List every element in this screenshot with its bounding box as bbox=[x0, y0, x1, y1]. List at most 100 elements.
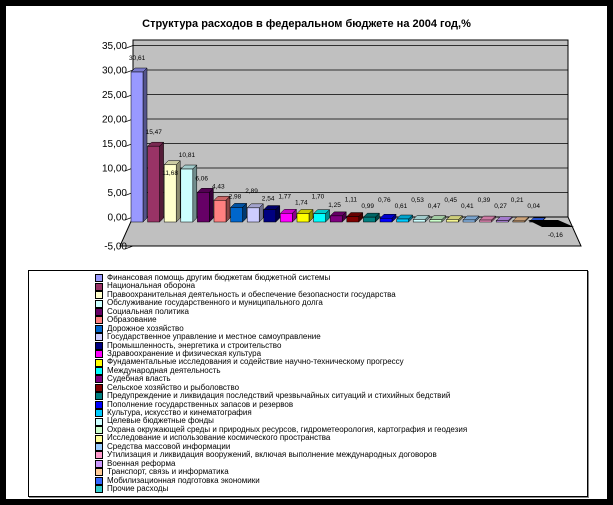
bar-6 bbox=[229, 202, 248, 223]
legend-label: Социальная политика bbox=[107, 306, 189, 316]
bar-front-face bbox=[429, 219, 443, 223]
bar-value-label: 1,74 bbox=[295, 199, 308, 206]
legend-item: Мобилизационная подготовка экономики bbox=[95, 475, 587, 485]
bar-value-label: 0,47 bbox=[428, 203, 441, 210]
bar-front-face bbox=[263, 209, 277, 223]
bar-value-label: 1,70 bbox=[312, 194, 325, 201]
bar-4 bbox=[196, 187, 215, 223]
bar-front-face bbox=[346, 216, 360, 223]
bar-front-face bbox=[412, 219, 426, 223]
y-axis-tick bbox=[124, 69, 134, 74]
legend-label: Утилизация и ликвидация вооружений, вклю… bbox=[107, 450, 437, 460]
legend-color-swatch bbox=[95, 341, 103, 350]
bar-21 bbox=[478, 215, 497, 223]
legend-item: Финансовая помощь другим бюджетам бюджет… bbox=[95, 273, 587, 283]
bar-value-label: 0,99 bbox=[361, 203, 374, 210]
y-axis-label: 35,00 bbox=[102, 41, 127, 52]
legend-label: Предупреждение и ликвидация последствий … bbox=[107, 391, 451, 401]
bar-front-face bbox=[313, 213, 326, 223]
y-axis-label: 15,00 bbox=[102, 139, 127, 150]
legend-label: Промышленность, энергетика и строительст… bbox=[107, 340, 282, 350]
legend-color-swatch bbox=[95, 274, 103, 283]
legend-color-swatch bbox=[95, 383, 103, 392]
y-axis-label: 10,00 bbox=[102, 164, 127, 175]
bar-value-label: 0,39 bbox=[478, 197, 491, 204]
bar-value-label: 2,89 bbox=[245, 188, 258, 195]
legend-label: Культура, искусство и кинематография bbox=[107, 408, 252, 417]
bar-value-label: 1,25 bbox=[328, 202, 341, 209]
bar-20 bbox=[462, 215, 480, 223]
legend-label: Здравоохранение и физическая культура bbox=[107, 348, 262, 358]
legend-label: Военная реформа bbox=[107, 458, 176, 468]
bar-front-face bbox=[130, 71, 144, 223]
y-axis-tick bbox=[124, 45, 134, 49]
bar-23 bbox=[512, 216, 530, 223]
bar-negative-face bbox=[528, 220, 574, 227]
legend-color-swatch bbox=[95, 400, 103, 409]
bar-22 bbox=[495, 216, 513, 223]
bar-front-face bbox=[147, 145, 160, 223]
legend-color-swatch bbox=[95, 459, 103, 468]
bar-10 bbox=[296, 208, 314, 223]
legend-color-swatch bbox=[95, 282, 103, 291]
bar-12 bbox=[329, 211, 347, 223]
legend-label: Дорожное хозяйство bbox=[107, 323, 184, 333]
bar-value-label: 10,81 bbox=[179, 152, 196, 159]
bar-front-face bbox=[512, 220, 526, 223]
legend-item: Дорожное хозяйство bbox=[95, 323, 587, 333]
bar-value-label: 1,77 bbox=[278, 193, 291, 200]
legend-item: Промышленность, энергетика и строительст… bbox=[95, 340, 587, 350]
y-axis-label: 0,00 bbox=[108, 213, 128, 224]
bar-value-label: -0,16 bbox=[548, 232, 563, 239]
legend-item: Исследование и использование космическог… bbox=[95, 433, 587, 443]
legend-color-swatch bbox=[95, 333, 103, 342]
bar-front-face bbox=[296, 213, 310, 223]
bar-value-label: 30,61 bbox=[129, 55, 146, 62]
legend-item: Здравоохранение и физическая культура bbox=[95, 348, 587, 359]
legend-label: Целевые бюджетные фонды bbox=[107, 416, 214, 426]
legend-item: Фундаментальные исследования и содействи… bbox=[95, 357, 587, 367]
legend-label: Исследование и использование космическог… bbox=[107, 433, 331, 443]
y-axis-label: 30,00 bbox=[102, 66, 127, 77]
bar-value-label: 0,45 bbox=[444, 197, 457, 204]
y-axis-label: -5,00 bbox=[104, 242, 127, 253]
bar-front-face bbox=[246, 207, 260, 223]
legend-color-swatch bbox=[95, 358, 103, 367]
bar-front-face bbox=[363, 216, 376, 223]
bar-front-face bbox=[396, 218, 409, 223]
bar-value-label: 0,76 bbox=[378, 197, 391, 204]
legend-item: Национальная оборона bbox=[95, 281, 587, 291]
legend-item: Утилизация и ликвидация вооружений, вклю… bbox=[95, 450, 587, 460]
legend-color-swatch bbox=[95, 451, 103, 460]
legend-label: Мобилизационная подготовка экономики bbox=[107, 475, 260, 485]
legend-color-swatch bbox=[95, 485, 103, 494]
bar-value-label: 0,61 bbox=[395, 203, 408, 210]
bar-front-face bbox=[213, 200, 227, 223]
bar-value-label: 0,53 bbox=[411, 197, 424, 204]
legend-item: Государственное управление и местное сам… bbox=[95, 332, 587, 342]
legend-label: Финансовая помощь другим бюджетам бюджет… bbox=[107, 273, 331, 282]
legend-item: Военная реформа bbox=[95, 458, 587, 468]
bar-9 bbox=[279, 208, 298, 223]
bar-side-face bbox=[192, 164, 198, 223]
y-axis-tick bbox=[124, 245, 134, 250]
bar-front-face bbox=[280, 213, 293, 223]
bar-front-face bbox=[479, 219, 492, 223]
bar-value-label: 15,47 bbox=[146, 129, 163, 136]
legend-color-swatch bbox=[95, 426, 103, 435]
legend-item: Охрана окружающей среды и природных ресу… bbox=[95, 425, 587, 435]
legend-color-swatch bbox=[95, 299, 103, 308]
bar-17 bbox=[412, 214, 430, 223]
legend-item: Международная деятельность bbox=[95, 366, 587, 376]
legend-color-swatch bbox=[95, 468, 103, 477]
bar-front-face bbox=[462, 219, 476, 223]
bar-8 bbox=[263, 204, 281, 223]
legend-color-swatch bbox=[95, 417, 103, 426]
legend-label: Прочие расходы bbox=[107, 483, 169, 493]
legend-label: Обслуживание государственного и муниципа… bbox=[107, 298, 323, 308]
bar-5 bbox=[213, 195, 231, 223]
bar-25 bbox=[528, 220, 574, 227]
bar-value-label: 1,11 bbox=[345, 197, 358, 204]
legend-item: Правоохранительная деятельность и обеспе… bbox=[95, 290, 587, 300]
legend-item: Средства массовой информации bbox=[95, 442, 587, 451]
